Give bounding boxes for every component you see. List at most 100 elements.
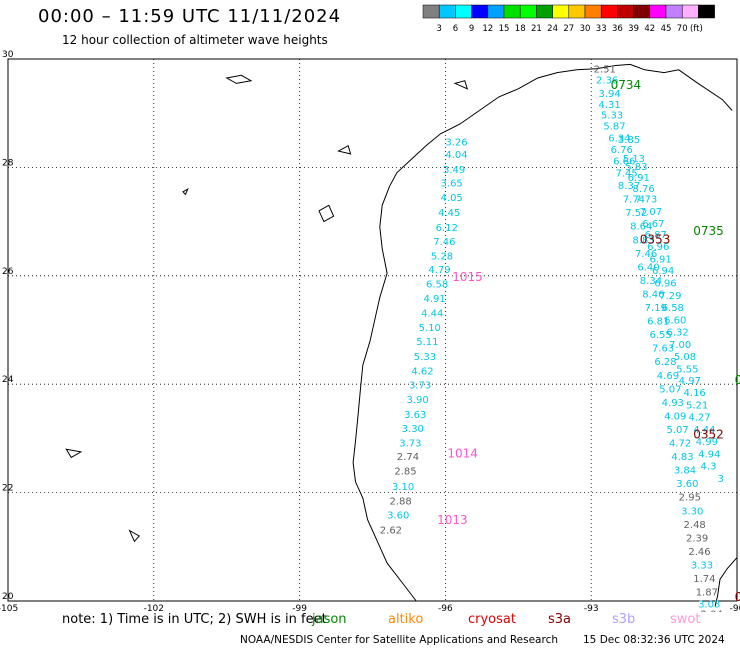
inland-water xyxy=(318,204,335,223)
wave-height-value: 4.72 xyxy=(669,439,691,450)
wave-height-value: 3.10 xyxy=(392,482,414,493)
wave-height-value: 7.74 xyxy=(623,195,645,206)
wave-height-value: 3.73 xyxy=(399,439,421,450)
colorbar-tick: 15 xyxy=(499,24,510,34)
wave-height-value: 3.33 xyxy=(691,560,713,571)
colorbar-tick: 21 xyxy=(531,24,542,34)
colorbar-tick: 39 xyxy=(628,24,639,34)
inland-water xyxy=(337,144,352,155)
altimeter-map: -105-102-99-96-93-903028262422203.264.04… xyxy=(0,50,740,612)
longitude-tick-label: -102 xyxy=(144,604,164,612)
wave-height-value: 5.83 xyxy=(625,162,647,173)
wave-height-value: 3.60 xyxy=(387,511,409,522)
longitude-tick-label: -105 xyxy=(0,604,18,612)
colorbar-tick: 3 xyxy=(436,24,441,34)
latitude-tick-label: 22 xyxy=(2,484,13,494)
wave-height-value: 7.00 xyxy=(669,340,691,351)
colorbar-tick: 42 xyxy=(644,24,655,34)
wave-height-value: 3.60 xyxy=(676,479,698,490)
map-title: 00:00 – 11:59 UTC 11/11/2024 xyxy=(38,6,342,27)
wave-height-value: 3.49 xyxy=(443,165,465,176)
pressure-label: 1014 xyxy=(447,446,478,460)
wave-height-value: 4.31 xyxy=(598,100,620,111)
wave-height-value: 5.10 xyxy=(419,323,441,334)
wave-height-value: 3.94 xyxy=(598,89,620,100)
map-subtitle: 12 hour collection of altimeter wave hei… xyxy=(62,33,328,47)
wave-height-value: 6.87 xyxy=(645,230,667,241)
wave-height-value: 2.04 xyxy=(701,609,723,612)
wave-height-value: 4.97 xyxy=(679,376,701,387)
wave-height-value: 8.37 xyxy=(618,181,640,192)
wave-height-value: 5.11 xyxy=(416,337,438,348)
wave-height-value: 4.05 xyxy=(441,193,463,204)
wave-height-value: 5.21 xyxy=(686,401,708,412)
wave-height-value: 6.81 xyxy=(647,317,669,328)
wave-height-value: 3.63 xyxy=(404,410,426,421)
longitude-tick-label: -90 xyxy=(730,604,740,612)
wave-height-value: 2.95 xyxy=(679,493,701,504)
inland-water xyxy=(225,74,253,84)
wave-height-value: 8.34 xyxy=(640,276,662,287)
wave-height-value: 5.55 xyxy=(676,364,698,375)
wave-height-value: 3 xyxy=(718,474,724,485)
wave-height-value: 6.34 xyxy=(608,133,630,144)
longitude-tick-label: -96 xyxy=(438,604,453,612)
colorbar-tick: 18 xyxy=(515,24,526,34)
wave-height-value: 7.46 xyxy=(433,237,455,248)
wave-height-value: 5.07 xyxy=(667,425,689,436)
wave-height-value: 4.45 xyxy=(438,208,460,219)
inland-water xyxy=(453,80,469,90)
wave-height-value: 6.40 xyxy=(637,262,659,273)
longitude-tick-label: -93 xyxy=(584,604,599,612)
wave-height-value: 4.83 xyxy=(671,452,693,463)
track-time-label: 0 xyxy=(735,373,740,387)
wave-height-value: 6.66 xyxy=(613,157,635,168)
colorbar-tick: 45 xyxy=(661,24,672,34)
wave-height-value: 4.91 xyxy=(424,294,446,305)
inland-water xyxy=(128,529,140,543)
colorbar-unit: (ft) xyxy=(690,24,703,34)
wave-height-value: 5.33 xyxy=(601,111,623,122)
wave-height-value: 6.58 xyxy=(662,303,684,314)
wave-height-value: 4.04 xyxy=(445,150,467,161)
inland-water xyxy=(182,187,189,196)
track-time-label: 0735 xyxy=(693,224,724,238)
colorbar-tick: 36 xyxy=(612,24,623,34)
wave-height-value: 4.27 xyxy=(688,413,710,424)
wave-height-value: 4.44 xyxy=(421,308,443,319)
wave-height-value: 4.3 xyxy=(701,461,717,472)
wave-height-value: 7.52 xyxy=(625,208,647,219)
wave-height-value: 4.16 xyxy=(684,388,706,399)
wave-height-colorbar: 3 6 9 12 15 18 21 24 27 30 33 36 39 42 45 70 (ft) xyxy=(422,4,715,34)
wave-height-value: 2.85 xyxy=(394,467,416,478)
pressure-label: 1013 xyxy=(437,513,468,527)
track-time-label: 0353 xyxy=(640,232,671,246)
wave-height-value: 4.09 xyxy=(664,411,686,422)
generation-timestamp: 15 Dec 08:32:36 UTC 2024 xyxy=(583,634,725,646)
wave-height-value: 3.65 xyxy=(441,178,463,189)
footer-note: note: 1) Time is in UTC; 2) SWH is in fe… xyxy=(62,612,327,627)
wave-height-value: 6.91 xyxy=(650,254,672,265)
wave-height-value: 2.46 xyxy=(688,547,710,558)
latitude-tick-label: 26 xyxy=(2,267,14,277)
wave-height-value: 3.26 xyxy=(445,138,467,149)
wave-height-value: 3.85 xyxy=(618,135,640,146)
wave-height-value: 4.79 xyxy=(428,265,450,276)
colorbar-tick: 9 xyxy=(469,24,474,34)
colorbar-tick: 30 xyxy=(580,24,591,34)
wave-height-value: 5.07 xyxy=(659,384,681,395)
latitude-tick-label: 30 xyxy=(2,50,14,60)
wave-height-value: 7.73 xyxy=(635,195,657,206)
wave-height-value: 4.69 xyxy=(657,371,679,382)
wave-height-value: 4.93 xyxy=(662,398,684,409)
track-time-label: 0352 xyxy=(693,427,724,441)
wave-height-value: 4.99 xyxy=(696,437,718,448)
wave-height-value: 7.19 xyxy=(645,303,667,314)
legend-sat-swot: swot xyxy=(670,612,701,627)
coastline xyxy=(352,63,733,602)
wave-height-value: 5.28 xyxy=(431,252,453,263)
wave-height-value: 5.33 xyxy=(414,352,436,363)
latitude-tick-label: 20 xyxy=(2,592,14,602)
wave-height-value: 3.73 xyxy=(409,381,431,392)
wave-height-value: 7.63 xyxy=(652,344,674,355)
